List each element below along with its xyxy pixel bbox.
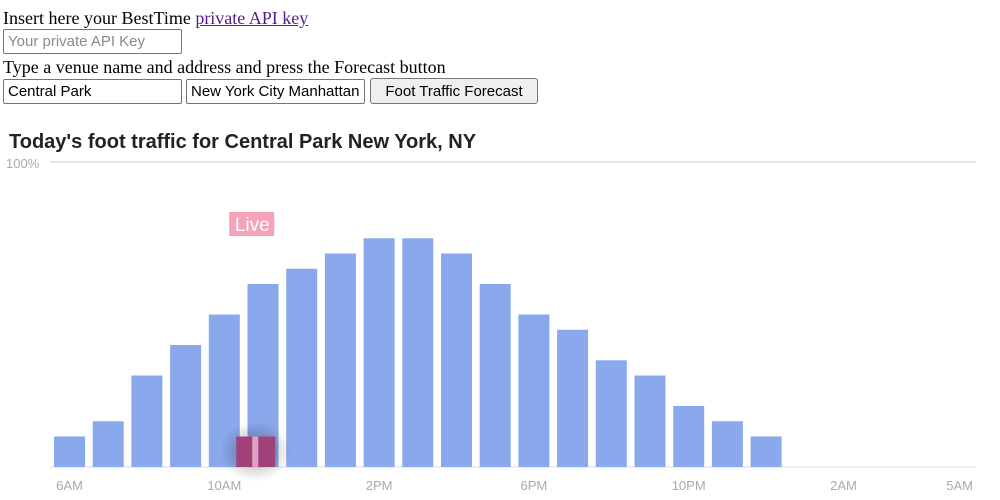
bar-6PM (518, 314, 550, 467)
x-tick-6AM: 6AM (56, 478, 83, 493)
x-tick-10PM: 10PM (672, 478, 706, 493)
bar-2PM (363, 238, 395, 467)
foot-traffic-forecast-button[interactable]: Foot Traffic Forecast (370, 78, 538, 104)
live-label-bg (229, 212, 275, 236)
live-label: Live (235, 215, 270, 236)
chart-title: Today's foot traffic for Central Park Ne… (9, 131, 477, 153)
api-key-prompt: Insert here your BestTime private API ke… (3, 8, 308, 28)
bar-3PM (402, 238, 434, 467)
venue-name-input[interactable] (3, 79, 182, 104)
bar-4PM (441, 253, 472, 467)
bar-12PM (286, 268, 318, 467)
bar-10PM (673, 406, 705, 467)
x-tick-2AM: 2AM (830, 478, 857, 493)
venue-prompt: Type a venue name and address and press … (3, 57, 446, 77)
bar-7AM (92, 421, 124, 467)
api-key-prompt-text: Insert here your BestTime (3, 8, 196, 28)
bar-9AM (170, 345, 202, 467)
bar-8AM (131, 375, 163, 467)
y-axis-max-label: 100% (6, 156, 40, 171)
bar-12AM (750, 436, 782, 467)
bar-6AM (54, 436, 85, 467)
api-key-input[interactable] (3, 29, 182, 54)
x-tick-5AM: 5AM (946, 478, 973, 493)
x-tick-6PM: 6PM (521, 478, 548, 493)
venue-address-input[interactable] (186, 79, 365, 104)
x-tick-10AM: 10AM (207, 478, 241, 493)
bar-7PM (557, 329, 589, 467)
bar-9PM (634, 375, 666, 467)
bar-1PM (324, 253, 356, 467)
bar-5PM (479, 284, 511, 467)
bar-11PM (711, 421, 743, 467)
bar-8PM (595, 360, 627, 467)
private-api-key-link[interactable]: private API key (195, 8, 309, 28)
live-indicator-line (252, 436, 259, 467)
x-tick-2PM: 2PM (366, 478, 393, 493)
